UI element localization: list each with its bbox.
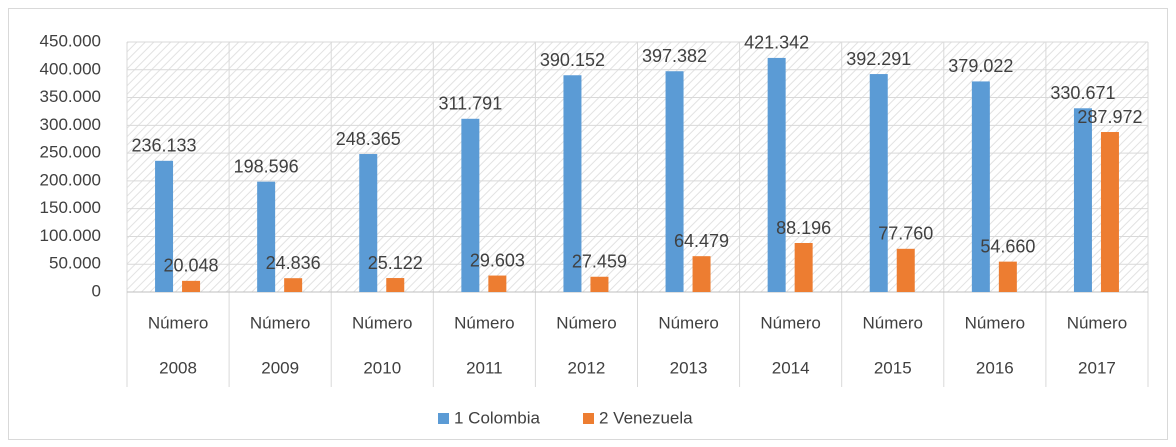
data-label: 421.342: [744, 33, 809, 53]
data-label: 27.459: [572, 251, 627, 271]
x-tick-label: 2017: [1078, 358, 1116, 377]
y-tick-label: 450.000: [40, 31, 101, 50]
x-sublabel: Número: [250, 313, 310, 332]
x-sublabel: Número: [148, 313, 208, 332]
x-tick-label: 2011: [466, 358, 503, 377]
bar: [182, 280, 201, 292]
bar: [257, 181, 276, 292]
bar: [1100, 132, 1119, 292]
legend-swatch: [583, 413, 594, 424]
bar: [794, 243, 813, 292]
x-tick-label: 2009: [261, 358, 299, 377]
x-tick-label: 2008: [159, 358, 197, 377]
bar: [386, 278, 405, 292]
data-label: 248.365: [336, 129, 401, 149]
y-tick-label: 50.000: [49, 254, 101, 273]
data-label: 198.596: [234, 156, 299, 176]
bar: [563, 75, 582, 292]
legend-label: 2 Venezuela: [599, 408, 693, 427]
bar: [998, 261, 1017, 292]
data-label: 77.760: [878, 224, 933, 244]
x-tick-label: 2012: [568, 358, 606, 377]
y-tick-label: 200.000: [40, 170, 101, 189]
data-label: 379.022: [948, 56, 1013, 76]
x-sublabel: Número: [760, 313, 820, 332]
bar: [767, 57, 786, 292]
data-label: 88.196: [776, 218, 831, 238]
x-sublabel: Número: [352, 313, 412, 332]
data-label: 24.836: [266, 253, 321, 273]
x-sublabel: Número: [658, 313, 718, 332]
x-sublabel: Número: [965, 313, 1025, 332]
legend-label: 1 Colombia: [454, 408, 541, 427]
bar: [590, 276, 609, 292]
data-label: 54.660: [980, 236, 1035, 256]
bar: [461, 118, 480, 292]
bar: [1073, 108, 1092, 293]
data-label: 29.603: [470, 250, 525, 270]
y-tick-label: 250.000: [40, 143, 101, 162]
data-label: 20.048: [164, 256, 219, 276]
bar: [692, 256, 711, 292]
x-tick-label: 2013: [670, 358, 708, 377]
bar: [155, 160, 174, 292]
bar: [488, 275, 507, 292]
data-label: 390.152: [540, 50, 605, 70]
bar: [359, 154, 378, 292]
data-label: 397.382: [642, 46, 707, 66]
data-label: 392.291: [846, 49, 911, 69]
data-label: 330.671: [1050, 83, 1115, 103]
bar: [896, 248, 915, 292]
bar: [665, 71, 684, 292]
y-tick-label: 150.000: [40, 198, 101, 217]
data-label: 236.133: [132, 136, 197, 156]
y-tick-label: 0: [92, 281, 101, 300]
y-tick-label: 350.000: [40, 87, 101, 106]
y-tick-label: 100.000: [40, 226, 101, 245]
x-sublabel: Número: [556, 313, 616, 332]
bar: [971, 81, 990, 292]
x-sublabel: Número: [1067, 313, 1127, 332]
y-tick-label: 400.000: [40, 59, 101, 78]
data-label: 25.122: [368, 253, 423, 273]
x-tick-label: 2016: [976, 358, 1014, 377]
bar: [869, 74, 888, 293]
x-tick-label: 2015: [874, 358, 912, 377]
x-sublabel: Número: [863, 313, 923, 332]
y-tick-label: 300.000: [40, 115, 101, 134]
data-label: 287.972: [1077, 107, 1142, 127]
x-sublabel: Número: [454, 313, 514, 332]
data-label: 311.791: [438, 94, 502, 114]
bar: [284, 278, 303, 292]
x-tick-label: 2014: [772, 358, 810, 377]
legend-swatch: [438, 413, 449, 424]
x-tick-label: 2010: [363, 358, 401, 377]
data-label: 64.479: [674, 231, 729, 251]
